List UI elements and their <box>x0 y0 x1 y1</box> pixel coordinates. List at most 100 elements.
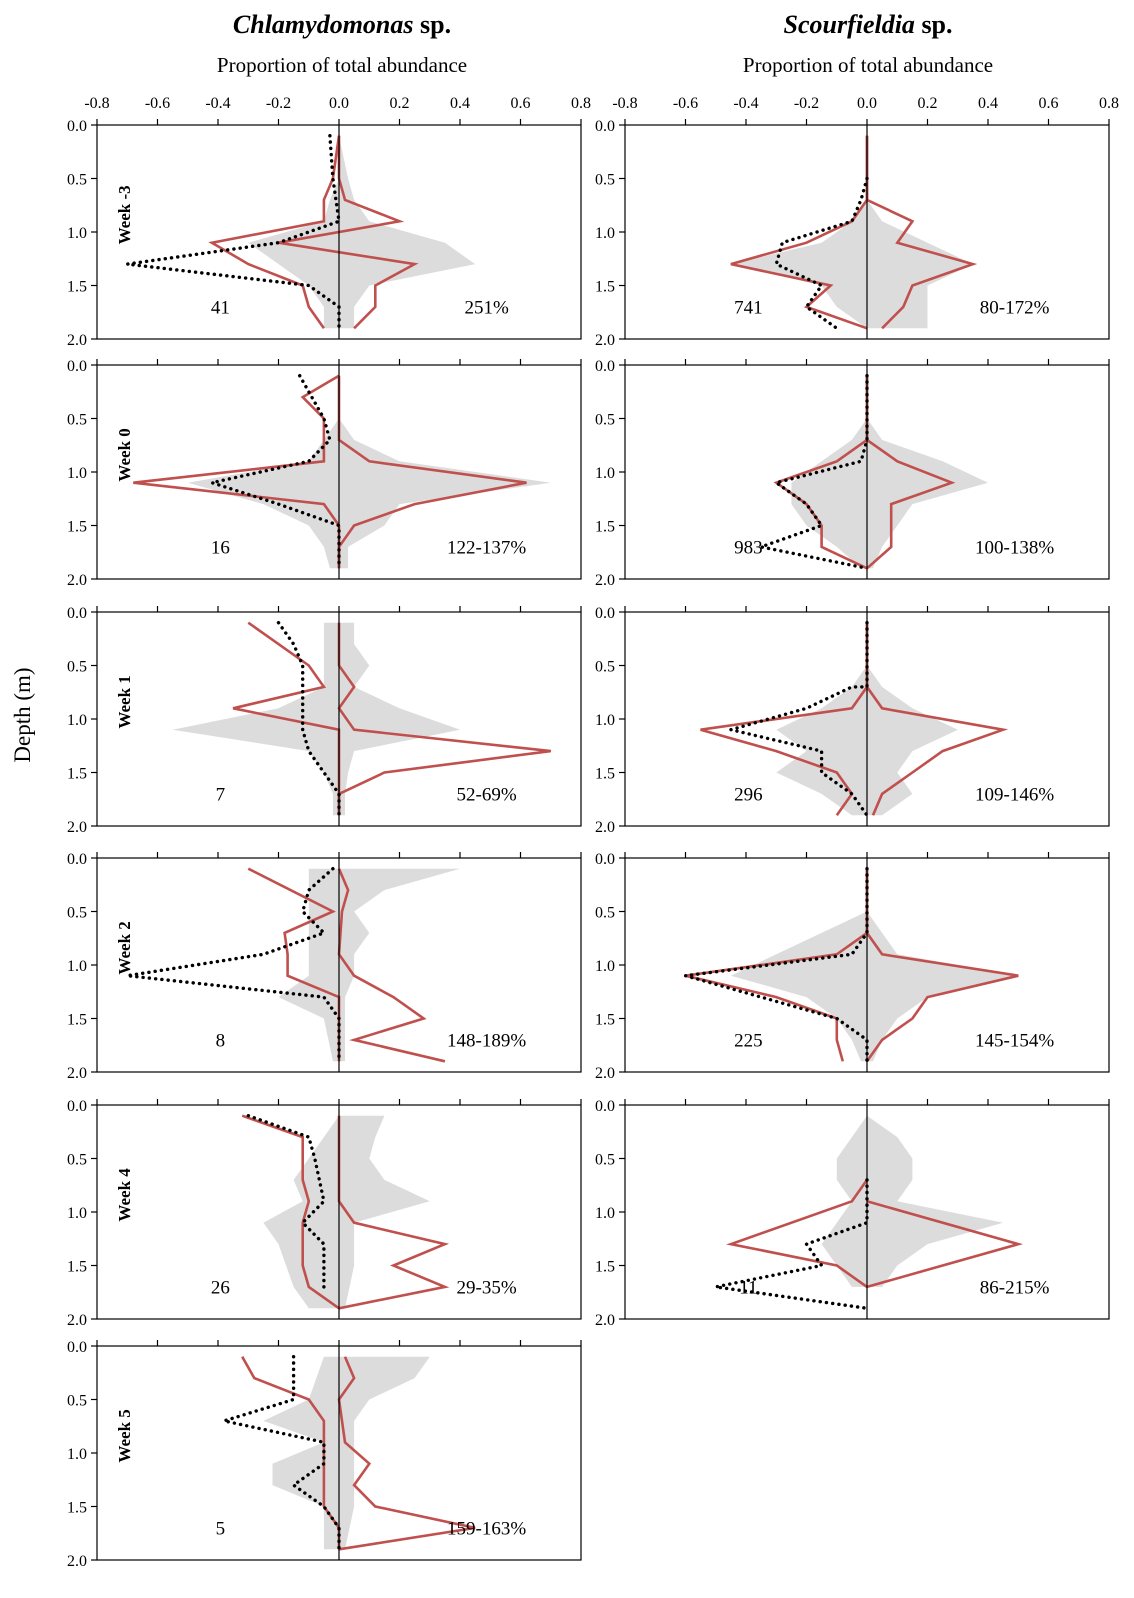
y-tick-label: 2.0 <box>67 1553 87 1570</box>
y-tick-label: 2.0 <box>595 332 615 349</box>
range-shade <box>248 135 476 329</box>
y-tick-label: 2.0 <box>67 1312 87 1329</box>
column-title-chlamydomonas: Chlamydomonas sp. <box>233 10 451 39</box>
x-tick-label: -0.6 <box>673 95 698 112</box>
y-tick-label: 0.5 <box>67 905 87 922</box>
y-tick-label: 2.0 <box>595 572 615 589</box>
week-label: Week 2 <box>115 921 134 974</box>
week-label: Week -3 <box>115 185 134 244</box>
panel-scourfieldia-week0: 0.0 0.5 1.0 1.5 2.0 983 100-138% <box>595 358 1110 589</box>
x-tick-label: 0.4 <box>450 95 470 112</box>
x-tick-label: 0.8 <box>1099 95 1119 112</box>
y-tick-label: 1.0 <box>67 712 87 729</box>
week-label: Week 4 <box>115 1168 134 1222</box>
x-tick-label: -0.8 <box>612 95 637 112</box>
annotation-percent: 52-69% <box>457 784 517 805</box>
y-tick-label: 1.0 <box>67 225 87 242</box>
dotted-profile-line <box>246 1113 326 1289</box>
red-profile-line <box>241 1114 340 1310</box>
y-tick-label: 1.5 <box>595 1012 615 1029</box>
x-tick-label: -0.2 <box>266 95 291 112</box>
x-tick-label: -0.2 <box>794 95 819 112</box>
x-tick-labels-right: -0.8 -0.6 -0.4 -0.2 0.0 0.2 0.4 0.6 0.8 <box>612 95 1119 112</box>
x-tick-label: -0.8 <box>84 95 109 112</box>
y-tick-label: 0.5 <box>595 905 615 922</box>
annotation-count: 741 <box>734 297 763 318</box>
column-title-scourfieldia: Scourfieldia sp. <box>783 10 952 39</box>
y-tick-label: 0.5 <box>67 412 87 429</box>
x-tick-label: -0.6 <box>145 95 170 112</box>
y-tick-label: 0.5 <box>595 172 615 189</box>
y-tick-label: 0.0 <box>67 358 87 375</box>
x-tick-label: 0.8 <box>571 95 591 112</box>
x-tick-label: 0.6 <box>511 95 531 112</box>
annotation-percent: 251% <box>464 297 509 318</box>
red-profile-line <box>865 375 956 570</box>
y-tick-label: 0.5 <box>595 412 615 429</box>
y-tick-label: 0.5 <box>67 172 87 189</box>
y-tick-label: 1.5 <box>67 1500 87 1517</box>
annotation-percent: 86-215% <box>980 1277 1050 1298</box>
annotation-percent: 109-146% <box>975 784 1054 805</box>
panel-scourfieldia-week4: 0.0 0.5 1.0 1.5 2.0 11 86-215% <box>595 1098 1110 1329</box>
y-tick-label: 0.0 <box>67 118 87 135</box>
panel-chlamydomonas-week0: 0.0 0.5 1.0 1.5 2.0 Week 0 16 122-137% <box>67 358 582 589</box>
y-tick-label: 2.0 <box>595 819 615 836</box>
red-profile-line <box>337 868 446 1063</box>
range-shade <box>187 418 551 569</box>
annotation-count: 8 <box>216 1030 226 1051</box>
y-tick-label: 0.0 <box>67 1098 87 1115</box>
y-tick-label: 2.0 <box>595 1312 615 1329</box>
x-tick-label: -0.4 <box>205 95 230 112</box>
red-profile-line <box>337 1356 476 1551</box>
x-tick-labels-left: -0.8 -0.6 -0.4 -0.2 0.0 0.2 0.4 0.6 0.8 <box>84 95 591 112</box>
annotation-percent: 29-35% <box>457 1277 517 1298</box>
dotted-profile-line <box>217 1354 341 1552</box>
y-tick-label: 1.5 <box>67 1012 87 1029</box>
y-tick-label: 1.0 <box>595 225 615 242</box>
week-label: Week 5 <box>115 1409 134 1462</box>
y-tick-label: 2.0 <box>595 1065 615 1082</box>
annotation-count: 7 <box>216 784 226 805</box>
annotation-percent: 122-137% <box>447 537 526 558</box>
y-tick-label: 1.0 <box>67 958 87 975</box>
red-profile-line <box>866 1200 1024 1289</box>
y-tick-label: 0.5 <box>595 659 615 676</box>
y-tick-label: 0.0 <box>595 118 615 135</box>
panel-scourfieldia-weekminus3: 0.0 0.5 1.0 1.5 2.0 741 80-172% <box>595 118 1110 349</box>
dotted-profile-line <box>127 133 341 330</box>
panel-chlamydomonas-week1: 0.0 0.5 1.0 1.5 2.0 Week 1 7 52-69% <box>67 605 582 836</box>
panel-chlamydomonas-week5: 0.0 0.5 1.0 1.5 2.0 Week 5 5 159-163% <box>67 1339 582 1570</box>
y-tick-label: 0.0 <box>67 605 87 622</box>
y-tick-label: 0.0 <box>595 851 615 868</box>
red-profile-line <box>133 374 341 569</box>
annotation-count: 16 <box>211 537 230 558</box>
panel-chlamydomonas-weekminus3: 0.0 0.5 1.0 1.5 2.0 Week -3 41 251% <box>67 118 582 349</box>
range-shade <box>791 418 988 569</box>
range-shade <box>263 1356 430 1550</box>
y-tick-label: 1.5 <box>67 519 87 536</box>
red-profile-line <box>685 868 869 1062</box>
red-profile-line <box>730 135 869 330</box>
dotted-profile-line <box>685 867 869 1064</box>
y-tick-label: 1.0 <box>67 1205 87 1222</box>
range-shade <box>730 199 973 329</box>
y-tick-label: 0.0 <box>67 1339 87 1356</box>
red-profile-line <box>337 375 527 569</box>
y-tick-label: 1.5 <box>67 279 87 296</box>
y-tick-label: 1.0 <box>595 465 615 482</box>
y-tick-label: 0.0 <box>595 358 615 375</box>
annotation-percent: 148-189% <box>447 1030 526 1051</box>
column-subtitle-left: Proportion of total abundance <box>217 53 467 77</box>
x-tick-label: 0.0 <box>329 95 349 112</box>
y-tick-label: 1.5 <box>595 519 615 536</box>
x-tick-label: -0.4 <box>733 95 758 112</box>
red-profile-line <box>865 868 1019 1063</box>
y-tick-label: 1.5 <box>595 279 615 296</box>
week-label: Week 0 <box>115 428 134 481</box>
annotation-count: 225 <box>734 1030 763 1051</box>
annotation-count: 983 <box>734 537 763 558</box>
dotted-profile-line <box>205 374 341 570</box>
y-tick-label: 0.5 <box>67 1152 87 1169</box>
